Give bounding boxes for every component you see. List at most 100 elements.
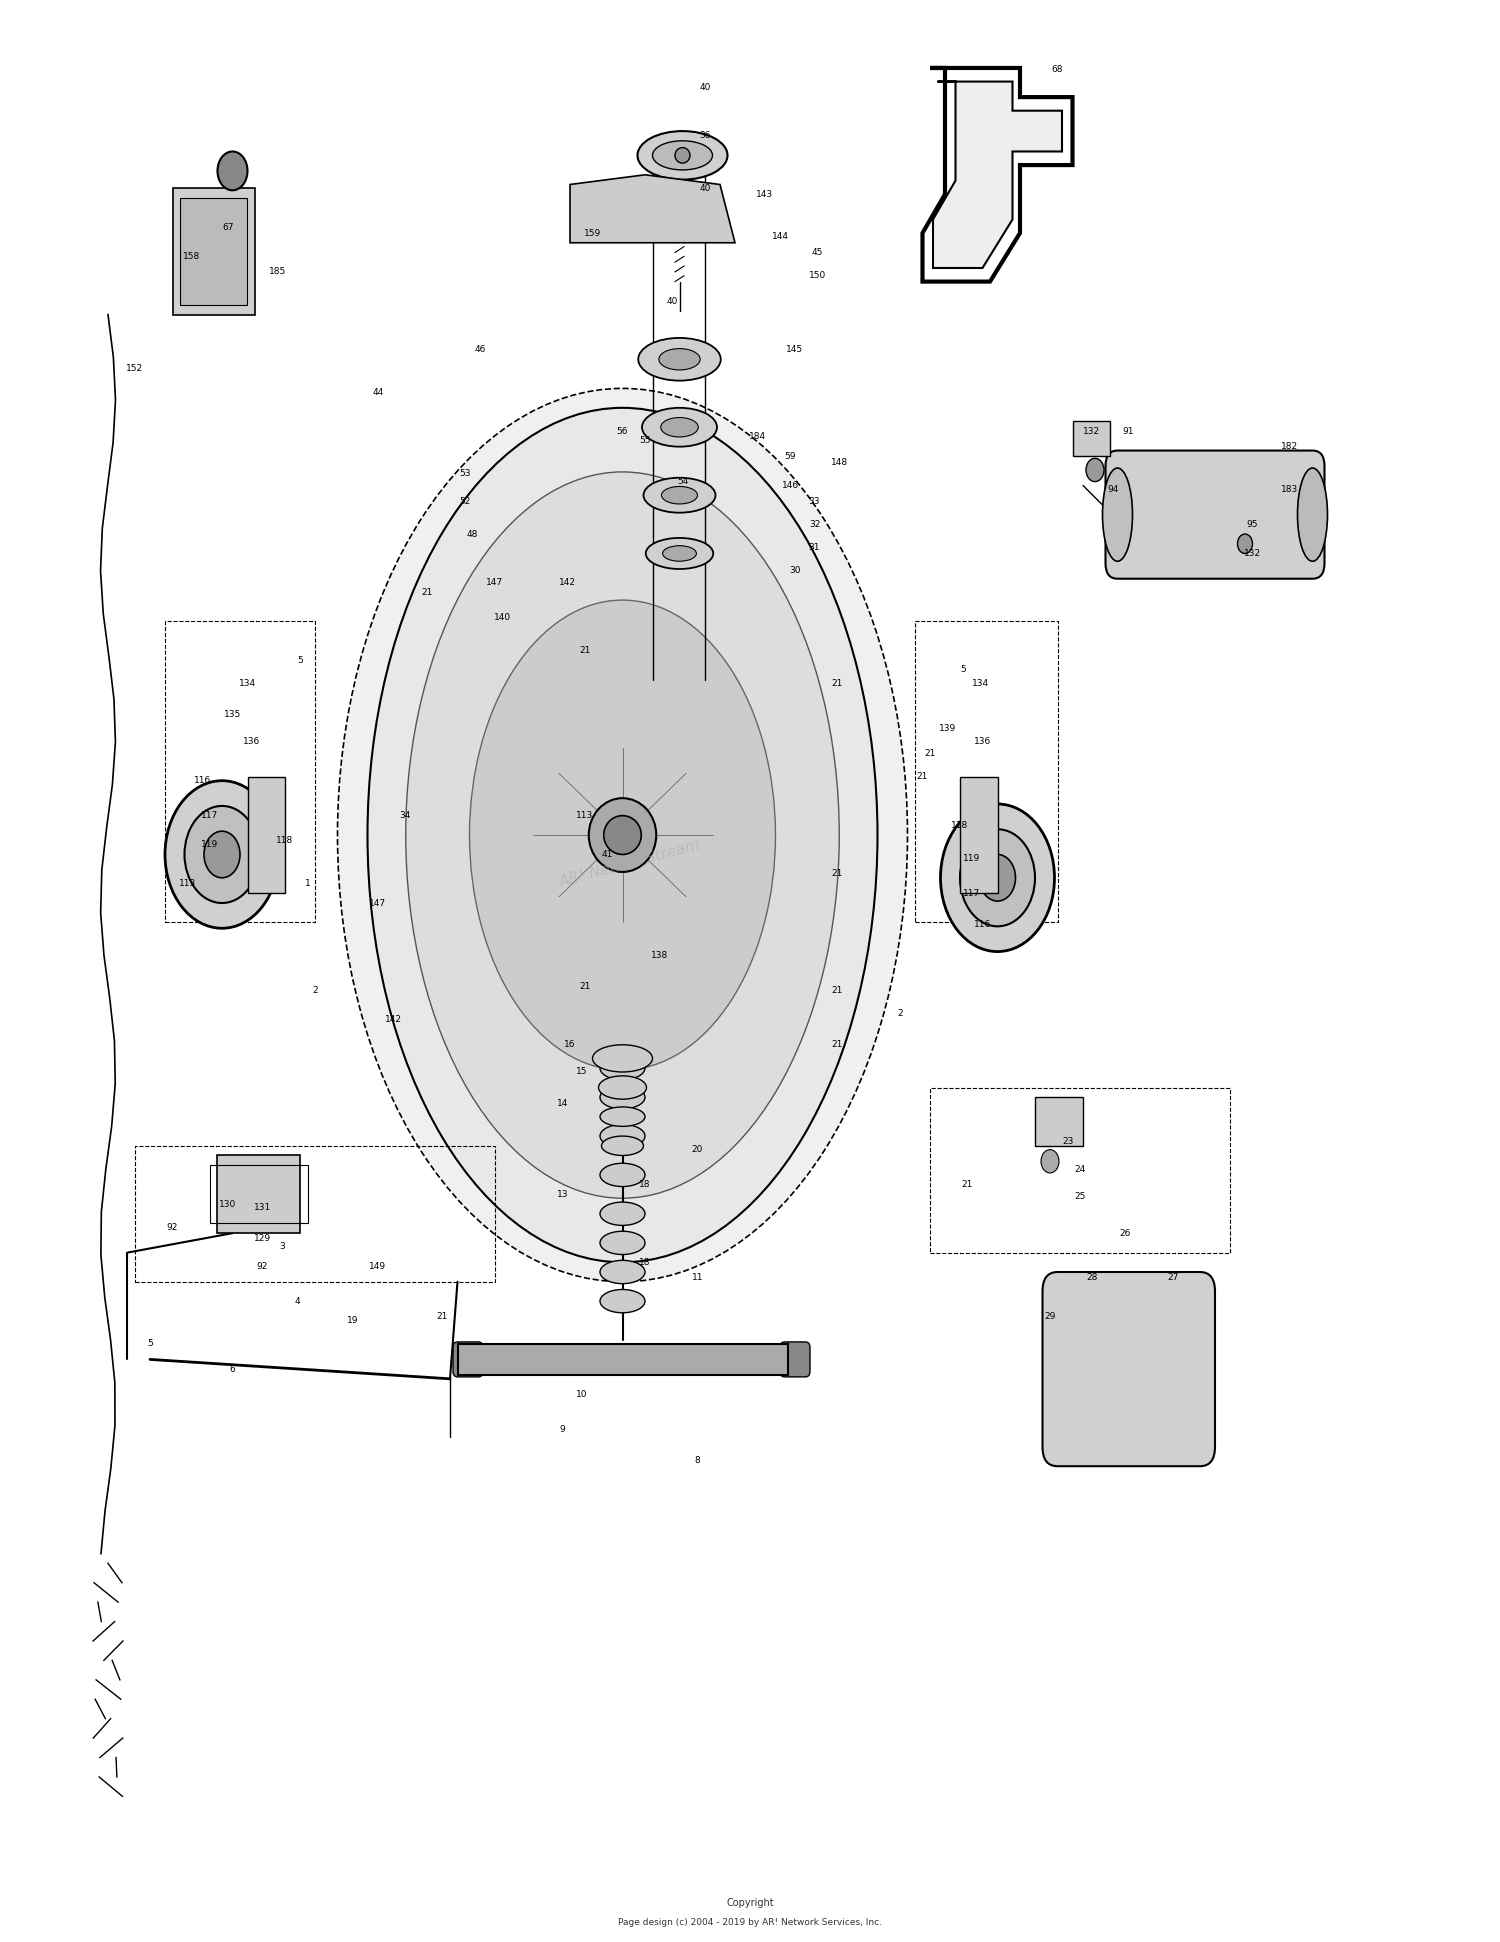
Text: 9: 9 [560,1425,566,1433]
Ellipse shape [644,478,716,513]
Text: 67: 67 [222,223,234,231]
Ellipse shape [652,140,712,171]
Text: 131: 131 [254,1204,272,1212]
Circle shape [960,829,1035,926]
Text: 150: 150 [808,272,826,280]
Text: 145: 145 [786,346,804,353]
Text: 129: 129 [254,1235,272,1243]
Ellipse shape [600,1231,645,1255]
Bar [458,1344,788,1375]
Text: 68: 68 [1052,66,1064,74]
Text: 21: 21 [831,1041,843,1049]
Text: 118: 118 [951,821,969,829]
Text: 56: 56 [616,427,628,435]
Bar [210,1165,308,1223]
Text: 132: 132 [1083,427,1101,435]
Circle shape [204,831,240,878]
Bar [915,621,1058,922]
Bar [180,198,248,305]
Text: 117: 117 [201,812,219,820]
Text: 23: 23 [1062,1138,1074,1146]
Ellipse shape [660,418,698,437]
Text: 118: 118 [276,837,294,845]
Text: 55: 55 [639,437,651,445]
Text: 149: 149 [369,1262,387,1270]
Ellipse shape [639,338,720,381]
Text: 21: 21 [962,1181,974,1189]
Ellipse shape [663,546,696,561]
Text: 117: 117 [963,889,981,897]
Text: 135: 135 [224,711,242,719]
Text: 40: 40 [666,297,678,305]
Text: 91: 91 [1122,427,1134,435]
Text: 21: 21 [924,750,936,757]
Text: 21: 21 [916,773,928,781]
Text: Copyright: Copyright [726,1897,774,1909]
Text: 29: 29 [1044,1313,1056,1321]
Ellipse shape [638,130,728,181]
Polygon shape [922,68,1072,282]
Ellipse shape [600,1289,645,1313]
Text: 92: 92 [166,1223,178,1231]
Text: 119: 119 [201,841,219,849]
Ellipse shape [663,204,700,223]
Text: 183: 183 [1281,486,1299,493]
Ellipse shape [600,1163,645,1187]
Bar [165,621,315,922]
Text: 8: 8 [694,1456,700,1464]
Text: 33: 33 [808,497,820,505]
Text: 10: 10 [576,1390,588,1398]
Ellipse shape [592,1045,652,1072]
Bar [1072,421,1110,456]
Circle shape [980,854,1016,901]
Text: 44: 44 [372,388,384,396]
Bar [960,777,998,893]
Text: 130: 130 [219,1200,237,1208]
Text: 21: 21 [831,680,843,687]
Ellipse shape [600,1107,645,1126]
Ellipse shape [600,1202,645,1225]
Ellipse shape [600,1124,645,1148]
Text: 185: 185 [268,268,286,276]
Text: 6: 6 [230,1365,236,1373]
Bar [248,777,285,893]
Text: 13: 13 [556,1190,568,1198]
Ellipse shape [603,816,642,854]
Text: 144: 144 [771,233,789,241]
Ellipse shape [662,486,698,505]
Bar [135,1146,495,1282]
Text: 20: 20 [692,1146,703,1154]
Text: 45: 45 [812,249,824,256]
Polygon shape [933,82,1062,268]
Ellipse shape [642,408,717,447]
Ellipse shape [600,1086,645,1109]
Text: 136: 136 [243,738,261,746]
Text: 40: 40 [699,184,711,192]
Text: 92: 92 [256,1262,268,1270]
Text: 27: 27 [1167,1274,1179,1282]
Text: 26: 26 [1119,1229,1131,1237]
Text: 146: 146 [782,482,800,489]
Text: 21: 21 [831,987,843,994]
Text: 52: 52 [459,497,471,505]
Text: 11: 11 [692,1274,703,1282]
Ellipse shape [1102,468,1132,561]
Text: 21: 21 [579,647,591,654]
FancyBboxPatch shape [780,1342,810,1377]
Text: 113: 113 [178,880,196,887]
Ellipse shape [1298,468,1328,561]
Text: 16: 16 [564,1041,576,1049]
Text: 24: 24 [1074,1165,1086,1173]
Ellipse shape [368,408,878,1262]
Text: 142: 142 [558,579,576,586]
Text: 21: 21 [422,588,434,596]
Text: 19: 19 [346,1317,358,1324]
Text: 116: 116 [974,921,992,928]
Circle shape [1086,458,1104,482]
Ellipse shape [470,600,776,1070]
Ellipse shape [602,1136,644,1155]
Text: 116: 116 [194,777,211,785]
Text: 40: 40 [699,84,711,91]
Text: 134: 134 [972,680,990,687]
Circle shape [217,151,248,190]
